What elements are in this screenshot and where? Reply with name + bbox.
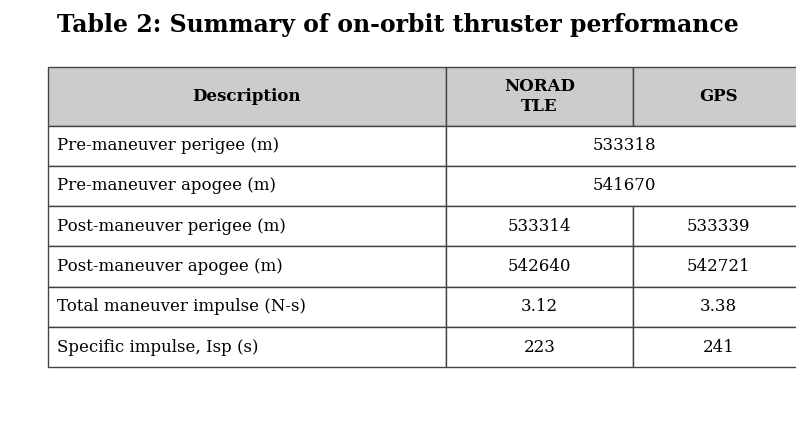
- Text: 542640: 542640: [508, 258, 571, 275]
- Text: 533318: 533318: [593, 137, 657, 154]
- Bar: [633, 287, 796, 327]
- Text: 3.38: 3.38: [700, 298, 737, 315]
- Bar: [633, 206, 796, 246]
- Text: Description: Description: [193, 88, 301, 105]
- Bar: [48, 206, 446, 246]
- Bar: [633, 327, 796, 367]
- Text: 241: 241: [702, 339, 735, 355]
- Text: 542721: 542721: [687, 258, 750, 275]
- Text: 223: 223: [523, 339, 556, 355]
- Bar: [446, 287, 633, 327]
- Bar: [633, 67, 796, 126]
- Text: GPS: GPS: [699, 88, 738, 105]
- Text: Post-maneuver apogee (m): Post-maneuver apogee (m): [57, 258, 283, 275]
- Text: Total maneuver impulse (N-s): Total maneuver impulse (N-s): [57, 298, 306, 315]
- Text: 3.12: 3.12: [521, 298, 558, 315]
- Text: 533314: 533314: [508, 218, 571, 235]
- Bar: [48, 287, 446, 327]
- Bar: [446, 126, 796, 166]
- Bar: [446, 166, 796, 206]
- Bar: [633, 246, 796, 287]
- Text: 541670: 541670: [593, 178, 657, 194]
- Text: Pre-maneuver apogee (m): Pre-maneuver apogee (m): [57, 178, 276, 194]
- Bar: [446, 246, 633, 287]
- Text: Specific impulse, Isp (s): Specific impulse, Isp (s): [57, 339, 259, 355]
- Bar: [446, 67, 633, 126]
- Text: Pre-maneuver perigee (m): Pre-maneuver perigee (m): [57, 137, 279, 154]
- Bar: [48, 246, 446, 287]
- Text: Table 2: Summary of on-orbit thruster performance: Table 2: Summary of on-orbit thruster pe…: [57, 13, 739, 37]
- Text: 533339: 533339: [687, 218, 750, 235]
- Bar: [48, 166, 446, 206]
- Bar: [48, 327, 446, 367]
- Bar: [48, 126, 446, 166]
- Bar: [48, 67, 446, 126]
- Bar: [446, 327, 633, 367]
- Text: NORAD
TLE: NORAD TLE: [504, 78, 575, 115]
- Text: Post-maneuver perigee (m): Post-maneuver perigee (m): [57, 218, 287, 235]
- Bar: [446, 206, 633, 246]
